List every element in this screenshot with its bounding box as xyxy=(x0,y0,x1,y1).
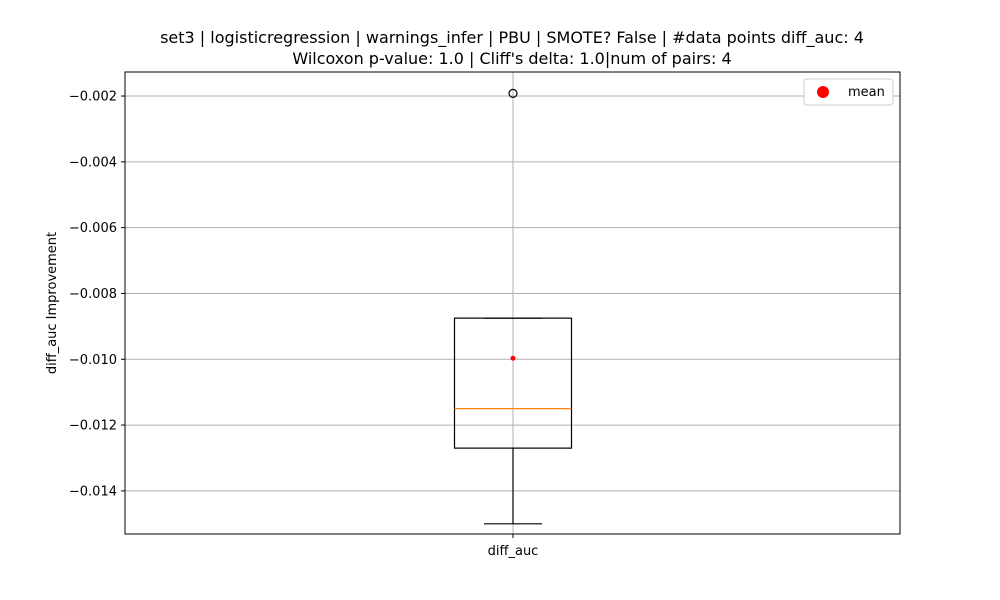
y-axis-label: diff_auc Improvement xyxy=(45,232,60,374)
chart-title-line2: Wilcoxon p-value: 1.0 | Cliff's delta: 1… xyxy=(292,49,731,68)
x-tick-label: diff_auc xyxy=(488,544,539,559)
y-tick-label: −0.010 xyxy=(69,353,117,368)
chart-title-line1: set3 | logisticregression | warnings_inf… xyxy=(160,28,864,48)
y-tick-label: −0.002 xyxy=(69,90,117,105)
box-plot xyxy=(453,88,573,525)
y-axis-ticks: −0.002 −0.004 −0.006 −0.008 −0.010 −0.012 −0.0… xyxy=(69,90,125,499)
y-tick-label: −0.006 xyxy=(69,221,117,236)
y-tick-label: −0.004 xyxy=(69,155,117,170)
legend: mean xyxy=(803,78,894,106)
legend-mean-marker xyxy=(817,86,829,98)
y-tick-label: −0.014 xyxy=(69,484,117,499)
interquartile-box xyxy=(453,317,573,449)
plot-frame xyxy=(124,71,901,535)
y-tick-label: −0.012 xyxy=(69,419,117,434)
outlier-point xyxy=(508,88,518,98)
legend-frame xyxy=(803,78,894,106)
y-tick-label: −0.008 xyxy=(69,287,117,302)
legend-mean-label: mean xyxy=(848,85,885,100)
x-axis-ticks: diff_auc xyxy=(488,534,539,559)
mean-marker xyxy=(510,355,516,361)
